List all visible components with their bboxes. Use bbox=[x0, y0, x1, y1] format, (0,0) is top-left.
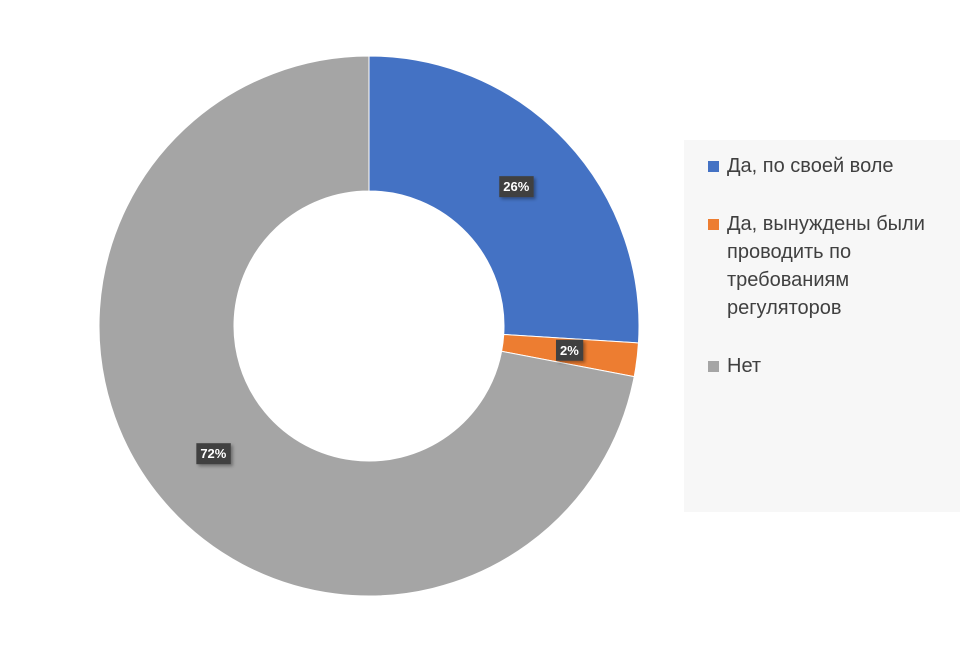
data-label-text: 72% bbox=[200, 446, 226, 461]
data-label-box bbox=[499, 176, 534, 198]
data-label-text: 2% bbox=[560, 343, 579, 358]
legend-item: Нет bbox=[708, 352, 952, 380]
donut-slice bbox=[368, 55, 640, 344]
legend-label: Да, вынуждены были проводить по требован… bbox=[727, 213, 925, 319]
legend: Да, по своей воле Да, вынуждены были пров… bbox=[684, 140, 960, 512]
legend-item: Да, по своей воле bbox=[708, 152, 952, 180]
legend-label: Нет bbox=[727, 355, 762, 377]
donut-slice bbox=[98, 55, 635, 597]
legend-swatch bbox=[708, 361, 719, 372]
data-label-text: 26% bbox=[503, 179, 529, 194]
legend-label: Да, по своей воле bbox=[727, 155, 894, 177]
legend-item: Да, вынуждены были проводить по требован… bbox=[708, 210, 952, 322]
legend-swatch bbox=[708, 161, 719, 172]
data-label-box bbox=[196, 443, 231, 465]
data-label: 72% bbox=[196, 443, 231, 465]
legend-swatch bbox=[708, 219, 719, 230]
data-label: 26% bbox=[499, 176, 534, 198]
data-label: 2% bbox=[556, 339, 584, 361]
data-label-box bbox=[556, 339, 584, 361]
